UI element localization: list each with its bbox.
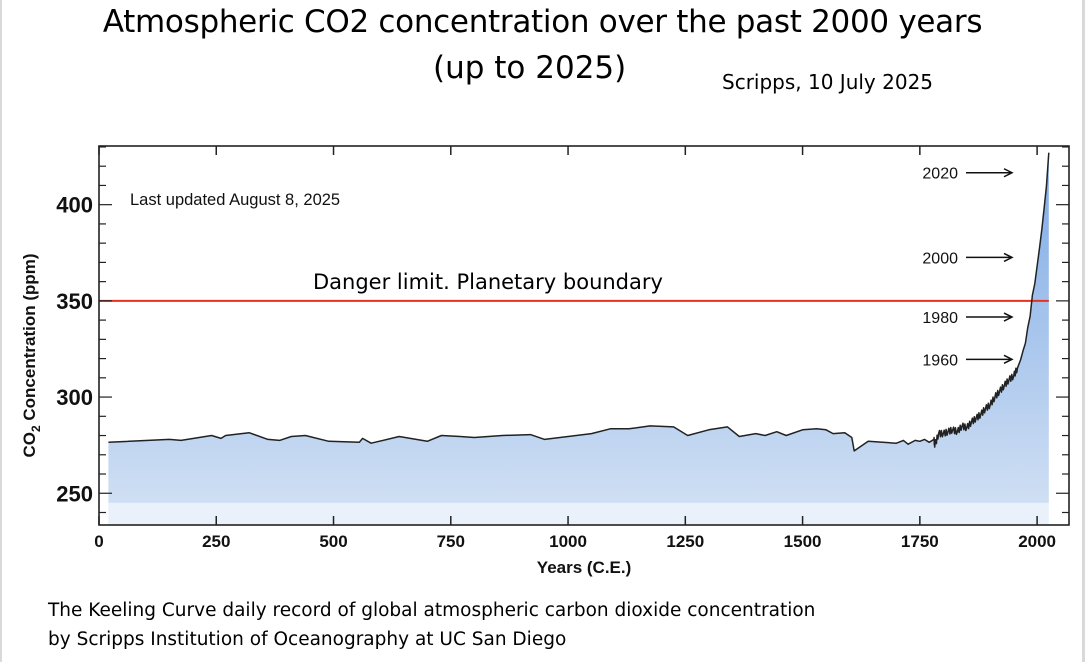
co2-curve [108,152,1050,452]
x-tick-label: 0 [94,532,103,551]
year-marker-arrow-icon [966,312,1014,322]
arrow-head [1003,252,1014,263]
caption-line-2: by Scripps Institution of Oceanography a… [48,629,567,650]
y-tick-label: 250 [56,481,93,506]
y-axis-title-main: CO [20,432,39,458]
x-tick-label: 250 [202,532,230,551]
x-tick-label: 750 [437,532,465,551]
x-tick-label: 1250 [666,532,704,551]
plot-frame [98,145,1070,526]
y-tick-label: 350 [56,289,93,314]
last-updated-note: Last updated August 8, 2025 [130,191,340,209]
page-subtitle: (up to 2025) [433,50,627,86]
y-tick-label: 400 [56,193,93,218]
x-tick-label: 2000 [1018,532,1056,551]
x-axis-title: Years (C.E.) [537,558,632,577]
left-border [0,0,2,662]
x-tick-label: 1750 [901,532,939,551]
page-title: Atmospheric CO2 concentration over the p… [102,4,983,40]
x-tick-label: 1500 [784,532,822,551]
year-marker-label: 1980 [922,310,958,327]
source-note: Scripps, 10 July 2025 [722,70,934,94]
x-tick-label: 1000 [549,532,587,551]
y-axis-title: CO2 Concentration (ppm) [20,253,43,457]
arrow-head [1003,354,1014,365]
arrow-head [1003,168,1014,178]
y-axis-title-rest: Concentration (ppm) [20,253,39,425]
year-marker-arrow-icon [966,252,1014,263]
caption-line-1: The Keeling Curve daily record of global… [48,600,816,621]
right-border [1082,0,1085,662]
arrow-head [1003,312,1014,322]
year-marker-label: 1960 [922,352,958,369]
x-tick-label: 500 [319,532,347,551]
figure-caption: The Keeling Curve daily record of global… [48,596,815,654]
area-fill [108,152,1049,503]
year-marker-label: 2020 [922,166,958,183]
y-axis-title-subscript: 2 [29,425,43,432]
year-marker-label: 2000 [922,250,958,267]
y-tick-label: 300 [56,385,93,410]
year-marker-arrow-icon [966,354,1014,365]
area-base-band [108,502,1049,525]
danger-limit-label: Danger limit. Planetary boundary [313,270,663,294]
year-marker-arrow-icon [966,168,1014,178]
